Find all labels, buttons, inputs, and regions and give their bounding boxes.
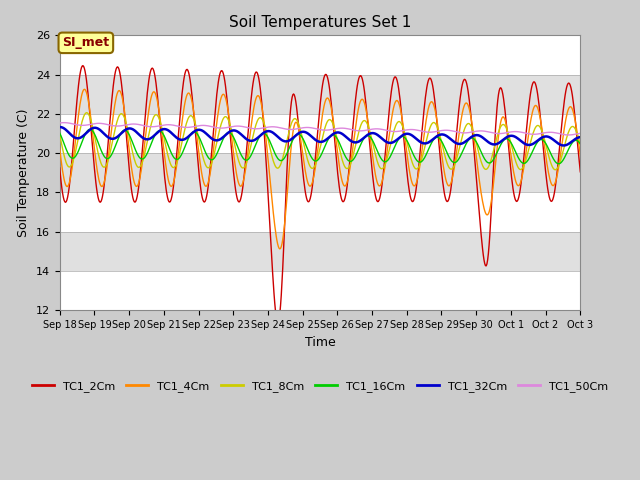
TC1_2Cm	[120, 99, 127, 105]
TC1_8Cm	[56, 132, 63, 137]
TC1_2Cm	[385, 115, 392, 121]
TC1_50Cm	[56, 120, 63, 126]
TC1_8Cm	[120, 113, 127, 119]
TC1_2Cm	[577, 169, 584, 175]
TC1_16Cm	[65, 152, 73, 158]
Text: SI_met: SI_met	[62, 36, 109, 49]
Line: TC1_4Cm: TC1_4Cm	[60, 89, 580, 249]
TC1_16Cm	[577, 141, 584, 147]
TC1_8Cm	[200, 157, 207, 163]
TC1_16Cm	[120, 128, 127, 133]
TC1_50Cm	[200, 122, 207, 128]
TC1_50Cm	[565, 132, 573, 138]
TC1_4Cm	[200, 180, 207, 186]
TC1_16Cm	[555, 161, 563, 167]
TC1_8Cm	[577, 142, 584, 147]
TC1_8Cm	[399, 124, 407, 130]
Bar	[60, 36, 580, 74]
TC1_50Cm	[399, 128, 407, 133]
TC1_4Cm	[385, 138, 392, 144]
TC1_50Cm	[60, 120, 68, 126]
TC1_32Cm	[577, 134, 584, 140]
TC1_2Cm	[400, 134, 408, 140]
TC1_2Cm	[200, 199, 207, 204]
TC1_4Cm	[172, 166, 180, 171]
TC1_32Cm	[120, 129, 127, 134]
TC1_32Cm	[172, 134, 180, 140]
TC1_8Cm	[384, 153, 392, 159]
TC1_4Cm	[120, 101, 127, 107]
TC1_32Cm	[66, 131, 74, 136]
X-axis label: Time: Time	[305, 336, 335, 348]
Y-axis label: Soil Temperature (C): Soil Temperature (C)	[17, 108, 30, 237]
TC1_32Cm	[384, 140, 392, 145]
TC1_16Cm	[200, 145, 207, 151]
Bar	[60, 232, 580, 271]
Line: TC1_8Cm: TC1_8Cm	[60, 113, 580, 170]
TC1_32Cm	[560, 143, 568, 148]
TC1_16Cm	[384, 157, 392, 163]
TC1_8Cm	[83, 110, 90, 116]
Line: TC1_16Cm: TC1_16Cm	[60, 129, 580, 164]
TC1_2Cm	[65, 185, 73, 191]
TC1_16Cm	[172, 156, 180, 162]
Legend: TC1_2Cm, TC1_4Cm, TC1_8Cm, TC1_16Cm, TC1_32Cm, TC1_50Cm: TC1_2Cm, TC1_4Cm, TC1_8Cm, TC1_16Cm, TC1…	[28, 376, 612, 396]
Bar	[60, 192, 580, 232]
TC1_16Cm	[86, 126, 94, 132]
TC1_50Cm	[66, 120, 74, 126]
TC1_16Cm	[56, 130, 63, 136]
TC1_32Cm	[56, 124, 63, 130]
Line: TC1_32Cm: TC1_32Cm	[60, 127, 580, 145]
TC1_8Cm	[65, 164, 73, 170]
TC1_50Cm	[172, 123, 180, 129]
TC1_4Cm	[81, 86, 88, 92]
Bar	[60, 114, 580, 153]
TC1_2Cm	[274, 320, 282, 325]
TC1_32Cm	[200, 129, 207, 134]
Bar	[60, 153, 580, 192]
TC1_4Cm	[276, 246, 284, 252]
Bar	[60, 271, 580, 311]
TC1_4Cm	[577, 152, 584, 158]
TC1_4Cm	[56, 145, 63, 151]
TC1_8Cm	[551, 167, 559, 173]
TC1_8Cm	[172, 161, 180, 167]
TC1_50Cm	[120, 122, 127, 128]
TC1_2Cm	[172, 156, 180, 162]
TC1_50Cm	[577, 131, 584, 136]
TC1_50Cm	[384, 128, 392, 133]
Title: Soil Temperatures Set 1: Soil Temperatures Set 1	[229, 15, 411, 30]
Line: TC1_50Cm: TC1_50Cm	[60, 123, 580, 135]
TC1_32Cm	[56, 124, 64, 130]
TC1_16Cm	[399, 133, 407, 139]
Bar	[60, 74, 580, 114]
TC1_4Cm	[65, 180, 73, 186]
TC1_2Cm	[56, 165, 63, 171]
Line: TC1_2Cm: TC1_2Cm	[60, 66, 580, 323]
TC1_32Cm	[399, 132, 407, 138]
TC1_2Cm	[79, 63, 86, 69]
TC1_4Cm	[400, 126, 408, 132]
